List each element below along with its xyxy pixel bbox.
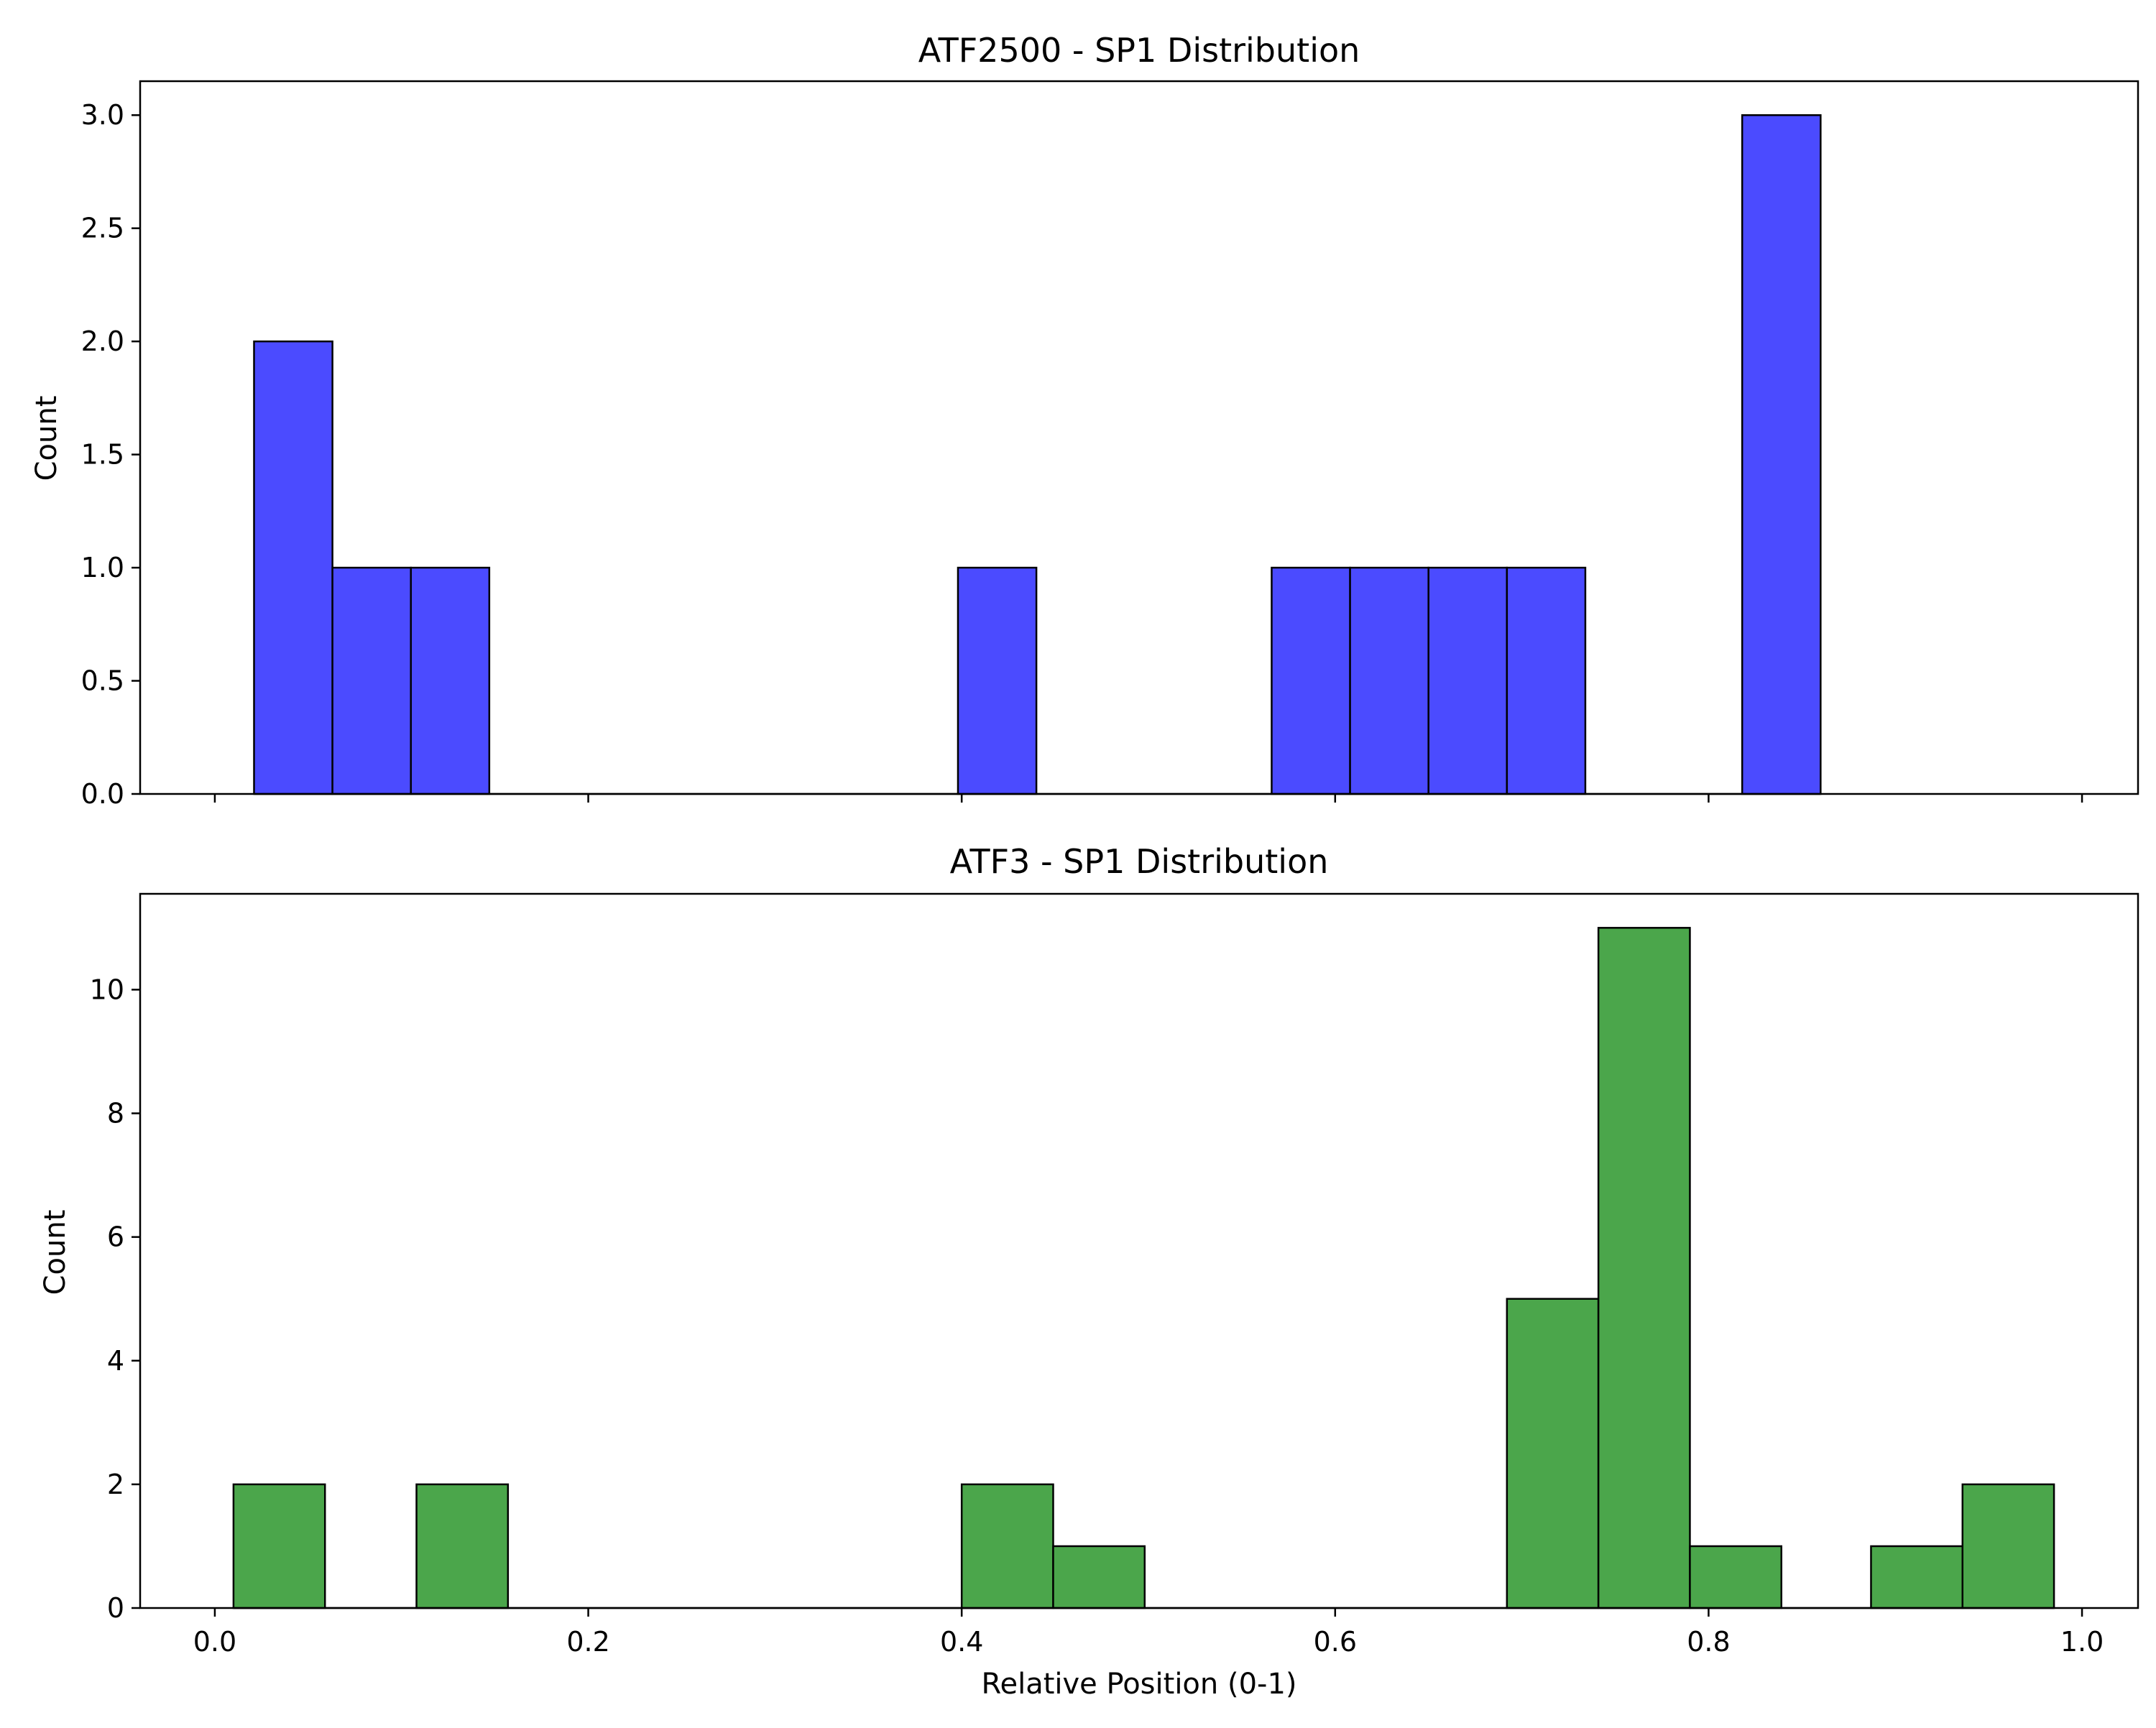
top-bar-9 xyxy=(1741,114,1822,795)
bottom-plot-frame xyxy=(139,892,2139,1609)
top-bar-6 xyxy=(1349,566,1429,795)
bottom-x-tick-label-0: 0.0 xyxy=(193,1626,236,1658)
bottom-x-tick-label-5: 1.0 xyxy=(2060,1626,2104,1658)
bottom-bar-4 xyxy=(1052,1545,1146,1609)
bottom-x-tick-label-1: 0.2 xyxy=(566,1626,609,1658)
top-histogram-panel: ATF2500 - SP1 Distribution Count 0.0 0.5 1… xyxy=(30,31,2139,810)
bottom-bar-3 xyxy=(960,1483,1054,1609)
bottom-bar-5 xyxy=(1506,1298,1600,1609)
bottom-bar-7 xyxy=(1689,1545,1783,1609)
bottom-axes: 0.0 0.2 0.4 0.6 0.8 1.0 0 2 4 6 8 10 xyxy=(90,974,2104,1658)
bottom-histogram-panel: ATF3 - SP1 Distribution Count Relative P… xyxy=(39,842,2139,1701)
top-bar-1 xyxy=(253,340,333,795)
bottom-y-tick-label-2: 4 xyxy=(107,1345,124,1377)
top-y-tick-label-3: 1.5 xyxy=(81,439,124,471)
top-chart-title: ATF2500 - SP1 Distribution xyxy=(918,31,1360,70)
top-y-tick-label-2: 1.0 xyxy=(81,552,124,583)
bottom-bar-2 xyxy=(415,1483,510,1609)
bottom-x-tick-label-2: 0.4 xyxy=(940,1626,983,1658)
bottom-bar-1 xyxy=(232,1483,326,1609)
top-bar-5 xyxy=(1271,566,1351,795)
top-y-tick-label-6: 3.0 xyxy=(81,99,124,131)
bottom-y-axis-label: Count xyxy=(39,1210,72,1295)
top-bar-4 xyxy=(957,566,1038,795)
top-bar-7 xyxy=(1427,566,1508,795)
top-bar-3 xyxy=(410,566,491,795)
bottom-bar-8 xyxy=(1870,1545,1964,1609)
bottom-chart-title: ATF3 - SP1 Distribution xyxy=(950,842,1329,881)
bottom-y-tick-label-5: 10 xyxy=(90,974,124,1005)
top-bar-8 xyxy=(1506,566,1587,795)
bottom-bar-6 xyxy=(1597,927,1691,1609)
top-y-axis-label: Count xyxy=(30,396,63,481)
bottom-x-tick-label-4: 0.8 xyxy=(1687,1626,1730,1658)
bottom-y-tick-label-3: 6 xyxy=(107,1221,124,1253)
bottom-x-tick-label-3: 0.6 xyxy=(1314,1626,1357,1658)
bottom-y-tick-label-4: 8 xyxy=(107,1098,124,1129)
bottom-y-tick-label-0: 0 xyxy=(107,1592,124,1624)
bottom-bar-9 xyxy=(1961,1483,2055,1609)
top-axes: 0.0 0.5 1.0 1.5 2.0 2.5 3.0 xyxy=(81,99,2083,810)
top-bar-2 xyxy=(331,566,412,795)
bottom-x-axis-label: Relative Position (0-1) xyxy=(981,1668,1296,1701)
bottom-y-tick-label-1: 2 xyxy=(107,1469,124,1500)
top-y-tick-label-0: 0.0 xyxy=(81,778,124,810)
bottom-bars xyxy=(232,927,2055,1609)
top-y-tick-label-4: 2.0 xyxy=(81,325,124,357)
top-y-tick-label-1: 0.5 xyxy=(81,665,124,697)
top-y-tick-label-5: 2.5 xyxy=(81,213,124,244)
top-plot-frame xyxy=(139,80,2139,795)
top-bars xyxy=(253,114,1822,795)
